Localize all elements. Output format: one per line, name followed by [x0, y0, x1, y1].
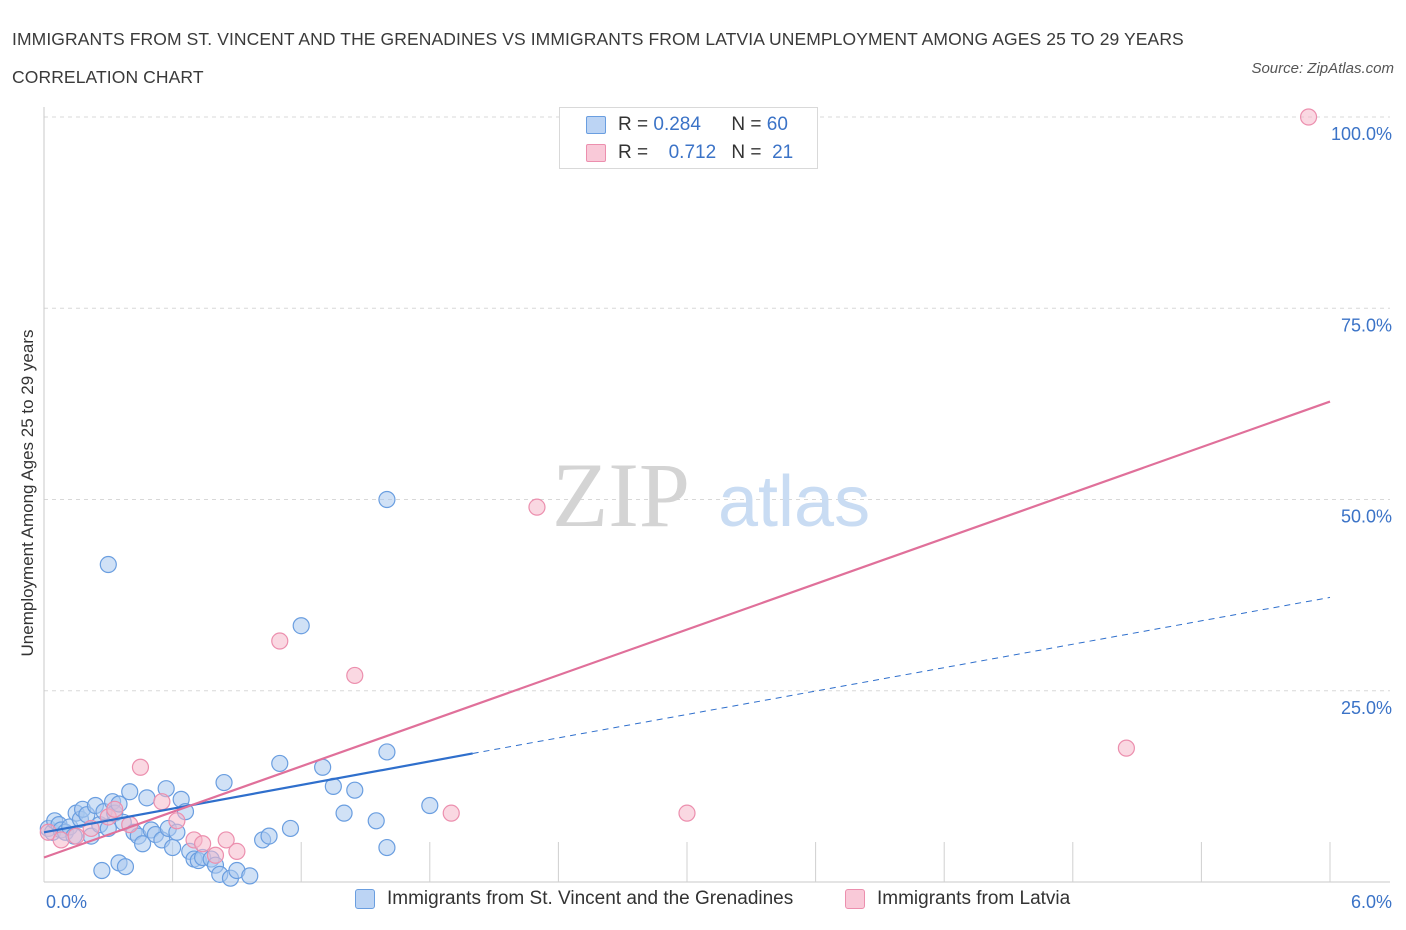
x-tick-label-max: 6.0% [1351, 892, 1392, 912]
axes [43, 107, 1390, 883]
data-point-pink [1117, 739, 1135, 757]
y-tick-label: 50.0% [1341, 507, 1392, 527]
data-point-pink [52, 831, 70, 849]
watermark-zip: ZIP [552, 444, 690, 546]
legend-r-label: R = [618, 142, 649, 163]
chart-title: IMMIGRANTS FROM ST. VINCENT AND THE GREN… [12, 29, 1184, 87]
y-tick-label: 100.0% [1331, 124, 1392, 144]
watermark: ZIP atlas [552, 444, 870, 546]
data-point-blue [281, 819, 300, 838]
data-point-pink [228, 842, 246, 861]
data-point-blue [215, 773, 233, 792]
data-point-pink [153, 793, 171, 811]
data-point-pink [67, 827, 85, 845]
legend-swatch-pink [586, 144, 606, 162]
grid-lines [44, 116, 1390, 692]
trendline-blue-extension [472, 596, 1331, 754]
data-point-blue [346, 781, 364, 799]
data-point-blue [164, 838, 182, 857]
data-point-blue [292, 617, 310, 635]
data-point-pink [206, 846, 225, 864]
data-point-blue [378, 490, 396, 509]
data-point-blue [121, 783, 139, 801]
data-point-pink [217, 831, 235, 849]
y-axis-label: Unemployment Among Ages 25 to 29 years [18, 330, 37, 657]
data-point-blue [93, 861, 111, 880]
data-point-pink [131, 758, 150, 776]
data-point-pink [678, 804, 696, 822]
data-point-blue [99, 555, 117, 574]
legend-box: R = 0.284 N = 60 R = 0.712 N = 21 [559, 107, 818, 169]
legend-n-value-blue: 60 [766, 114, 788, 135]
data-point-blue [241, 867, 259, 885]
data-point-blue [378, 838, 396, 857]
source-label: Source: ZipAtlas.com [1251, 60, 1394, 77]
legend-r-value-blue: 0.284 [653, 114, 701, 135]
legend-r-value-pink: 0.712 [668, 142, 717, 163]
trendlines [43, 400, 1331, 859]
data-point-pink [194, 835, 212, 853]
bottom-legend-label-pink: Immigrants from Latvia [877, 888, 1071, 909]
trendline-pink [43, 400, 1331, 859]
bottom-legend-swatch-pink [845, 889, 865, 909]
data-point-blue [378, 743, 396, 761]
series-blue-points [39, 490, 439, 887]
data-point-pink [528, 498, 546, 516]
legend-n-label: N = [731, 114, 762, 135]
bottom-legend-item-pink: Immigrants from Latvia [845, 888, 1070, 910]
legend-swatch-blue [586, 116, 606, 134]
bottom-legend: Immigrants from St. Vincent and the Gren… [0, 888, 1406, 916]
bottom-legend-label-blue: Immigrants from St. Vincent and the Gren… [387, 888, 794, 909]
data-point-blue [116, 858, 135, 876]
legend-r-label: R = [618, 114, 649, 135]
trendline-blue [43, 752, 473, 834]
data-point-pink [442, 804, 460, 822]
tick-labels: 25.0% 50.0% 75.0% 100.0% 0.0% 6.0% [46, 124, 1392, 912]
data-point-blue [335, 804, 353, 822]
legend-row-pink: R = 0.712 N = 21 [586, 139, 793, 167]
data-point-blue [367, 812, 385, 830]
legend-n-label: N = [731, 142, 762, 163]
data-point-blue [138, 789, 156, 807]
legend-n-value-pink: 21 [772, 142, 794, 163]
data-point-pink [168, 812, 186, 830]
watermark-atlas: atlas [718, 462, 870, 542]
data-point-blue [133, 835, 152, 853]
data-point-blue [271, 754, 289, 773]
legend-row-blue: R = 0.284 N = 60 [586, 111, 788, 139]
data-point-blue [260, 827, 278, 845]
data-point-pink [1299, 108, 1318, 126]
bottom-legend-swatch-blue [355, 889, 375, 909]
bottom-legend-item-blue: Immigrants from St. Vincent and the Gren… [355, 888, 793, 910]
data-point-pink [271, 632, 289, 650]
data-point-pink [346, 666, 364, 685]
y-tick-label: 75.0% [1341, 315, 1392, 335]
data-point-pink [106, 800, 124, 818]
y-tick-label: 25.0% [1341, 698, 1392, 718]
x-tick-label-min: 0.0% [46, 892, 87, 912]
data-point-blue [421, 796, 439, 815]
